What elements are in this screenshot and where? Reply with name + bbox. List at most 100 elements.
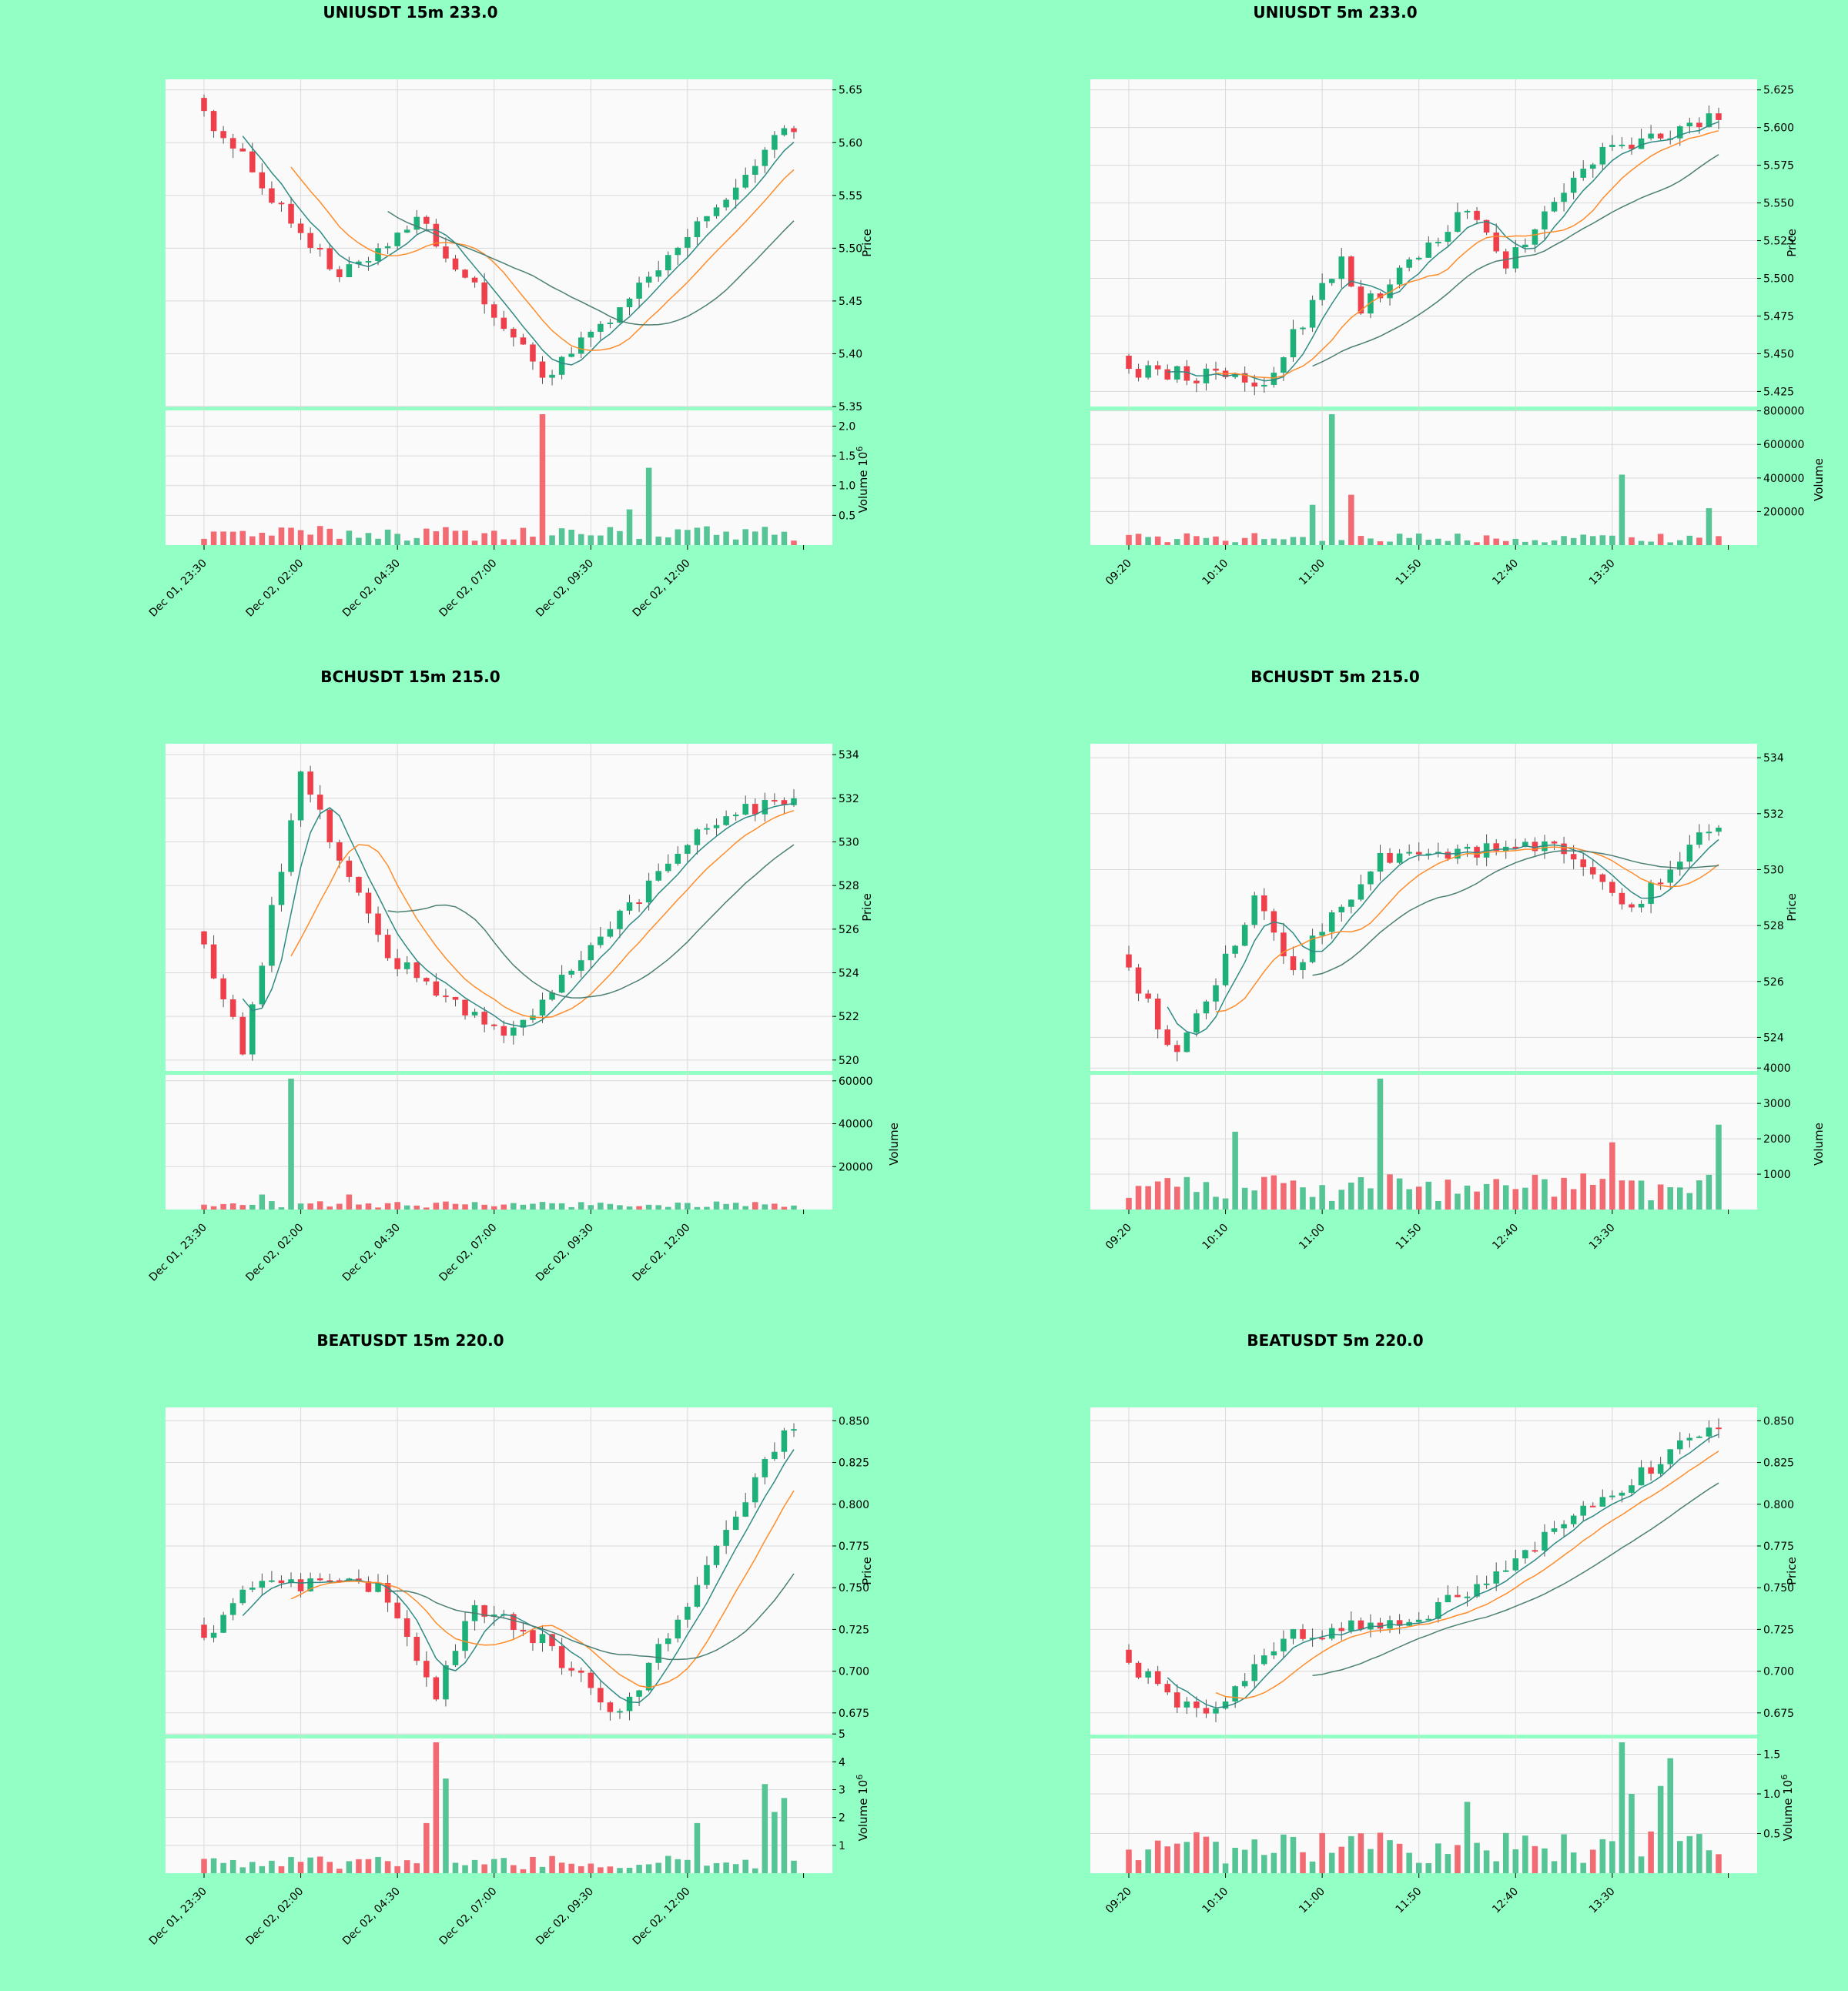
x-tick-label: 11:50 <box>1394 1886 1424 1916</box>
volume-bar <box>1425 1181 1432 1210</box>
volume-bar <box>626 509 633 545</box>
candle-body <box>259 965 266 1005</box>
candle-body <box>1281 932 1287 957</box>
candle-body <box>1716 113 1722 120</box>
candle-body <box>1435 242 1441 244</box>
candle-body <box>1619 892 1625 905</box>
volume-bar <box>1629 537 1635 545</box>
volume-bar <box>1241 1187 1248 1210</box>
volume-bar <box>1145 1186 1151 1210</box>
volume-tick-label: 3 <box>839 1784 845 1796</box>
volume-bar <box>288 527 294 545</box>
candle-body <box>452 996 459 1000</box>
volume-bar <box>1425 540 1432 545</box>
candle-body <box>1270 373 1277 385</box>
volume-bar <box>229 531 236 545</box>
candle-body <box>1638 903 1645 908</box>
x-tick-label: 10:10 <box>1200 557 1231 588</box>
candle-body <box>1309 1638 1316 1640</box>
volume-panel <box>1090 1075 1757 1210</box>
candle-body <box>511 329 517 338</box>
volume-bar <box>316 1856 323 1873</box>
candle-body <box>568 970 574 975</box>
candle-body <box>336 269 343 278</box>
candle-body <box>1638 138 1645 149</box>
volume-bar <box>1396 534 1403 545</box>
x-tick-label: 09:20 <box>1103 557 1134 588</box>
volume-bar <box>549 1855 555 1873</box>
candle-body <box>675 247 681 256</box>
volume-bar <box>356 537 362 545</box>
volume-bar <box>1532 540 1538 545</box>
candle-body <box>1455 1594 1461 1598</box>
volume-bar <box>1551 540 1558 545</box>
volume-bar <box>1154 1181 1161 1210</box>
candle-body <box>1261 895 1267 912</box>
candle-body <box>1300 1629 1306 1639</box>
candle-body <box>433 1677 440 1700</box>
volume-bar <box>1164 1178 1170 1210</box>
volume-bar <box>665 1855 671 1873</box>
candle-body <box>1213 1708 1219 1714</box>
candle-body <box>1135 369 1142 378</box>
candle-body <box>462 1621 468 1651</box>
price-tick-label: 5.55 <box>839 190 862 202</box>
volume-bar <box>1619 474 1625 545</box>
volume-bar <box>1270 1175 1277 1210</box>
ma-fast-line <box>1167 838 1719 1036</box>
price-tick-label: 5.45 <box>839 296 862 308</box>
volume-bar <box>781 531 788 545</box>
volume-bar <box>713 1862 720 1873</box>
candle-body <box>511 1614 517 1631</box>
volume-axis-label: Volume 106 <box>855 447 870 514</box>
volume-bar <box>598 1867 604 1873</box>
volume-bar <box>617 1868 623 1873</box>
volume-bar <box>685 1203 691 1210</box>
ma-mid-line <box>290 1490 795 1688</box>
candle-body <box>694 221 701 237</box>
volume-bar <box>307 1857 313 1873</box>
ma-slow-line <box>387 210 795 326</box>
volume-bar <box>1241 1849 1248 1873</box>
candle-body <box>588 1672 594 1688</box>
candle-body <box>1261 1655 1267 1665</box>
volume-bar <box>549 535 555 545</box>
ma-slow-line <box>387 844 795 999</box>
candle-body <box>1686 1437 1693 1441</box>
candle-body <box>1358 1620 1364 1630</box>
candle-body <box>568 1668 574 1671</box>
volume-bar <box>490 1859 497 1873</box>
chart-title: UNIUSDT 15m 233.0 <box>323 3 497 22</box>
volume-bar <box>1599 1179 1606 1210</box>
volume-bar <box>520 1204 527 1210</box>
volume-bar <box>403 1860 410 1873</box>
ma-mid-line <box>290 810 795 1019</box>
volume-bar <box>1309 1196 1316 1210</box>
candle-body <box>742 175 748 188</box>
volume-bar <box>365 1203 372 1210</box>
candle-body <box>1290 329 1297 358</box>
volume-bar <box>326 528 333 545</box>
candle-body <box>1522 1550 1528 1559</box>
volume-bar <box>1396 1178 1403 1210</box>
volume-bar <box>607 527 614 545</box>
volume-bar <box>1377 541 1384 545</box>
candle-body <box>443 1665 449 1700</box>
volume-bar <box>471 540 478 545</box>
volume-bar <box>1629 1180 1635 1210</box>
volume-bar <box>1483 1850 1490 1873</box>
volume-bar <box>500 539 507 545</box>
volume-bar <box>443 1779 449 1873</box>
volume-tick-label: 2.0 <box>839 420 855 433</box>
volume-bar <box>723 531 729 545</box>
volume-bar <box>1174 1843 1180 1873</box>
volume-bar <box>1232 542 1238 545</box>
volume-bar <box>617 1205 623 1210</box>
volume-bar <box>704 526 710 545</box>
volume-bar <box>394 534 400 545</box>
volume-exponent: 6 <box>855 1775 865 1780</box>
volume-bar <box>1183 1842 1190 1873</box>
candle-body <box>307 1578 313 1591</box>
volume-bar <box>1338 1190 1345 1210</box>
volume-bar <box>1319 1832 1325 1873</box>
